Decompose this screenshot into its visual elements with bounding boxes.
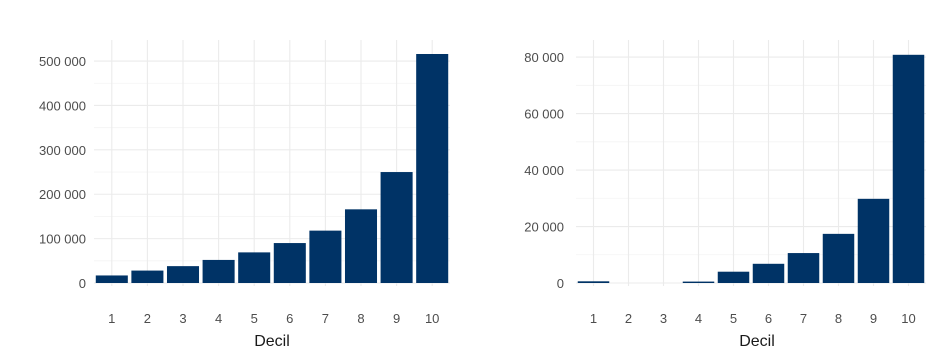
bar-decil-6	[273, 243, 306, 283]
chart-panel-1: 0 100 000 200 000 300 000 400 000 500 000 1 2 3 4…	[39, 40, 450, 350]
bar-decil-10	[416, 53, 449, 283]
x-tick-label: 2	[625, 311, 632, 326]
y-tick-label: 500 000	[39, 54, 86, 69]
x-tick-label: 9	[393, 311, 400, 326]
y-tick-label: 400 000	[39, 98, 86, 113]
bar-decil-6	[752, 263, 785, 283]
x-tick-label: 2	[144, 311, 151, 326]
x-tick-label: 10	[425, 311, 439, 326]
x-tick-label: 10	[901, 311, 915, 326]
bar-decil-2	[131, 270, 164, 283]
x-tick-label: 8	[357, 311, 364, 326]
bar-decil-8	[822, 233, 855, 283]
bar-decil-5	[238, 252, 271, 283]
y-tick-label: 0	[79, 276, 86, 291]
x-tick-label: 6	[765, 311, 772, 326]
bar-decil-4	[682, 281, 715, 283]
x-tick-label: 7	[800, 311, 807, 326]
y-tick-label: 100 000	[39, 232, 86, 247]
x-tick-label: 3	[660, 311, 667, 326]
x-tick-label: 8	[835, 311, 842, 326]
x-tick-label: 6	[286, 311, 293, 326]
bar-decil-3	[166, 266, 200, 283]
bar-decil-1	[577, 281, 610, 283]
bar-decil-10	[892, 54, 925, 284]
y-tick-label: 300 000	[39, 143, 86, 158]
x-tick-label: 1	[590, 311, 597, 326]
y-tick-label: 60 000	[524, 107, 564, 122]
x-axis-title: Decil	[739, 333, 775, 350]
y-tick-label: 20 000	[524, 220, 564, 235]
x-axis-title: Decil	[254, 333, 290, 350]
y-tick-label: 80 000	[524, 50, 564, 65]
bar-decil-9	[380, 172, 413, 283]
x-tick-label: 1	[108, 311, 115, 326]
bar-decil-7	[787, 253, 820, 283]
x-tick-label: 9	[870, 311, 877, 326]
y-tick-label: 200 000	[39, 187, 86, 202]
chart-panel-2: 0 20 000 40 000 60 000 80 000 1 2 3 4 5 6 7 8 9 10 Deci…	[524, 40, 926, 350]
bar-decil-9	[857, 198, 890, 283]
y-tick-label: 0	[557, 276, 564, 291]
x-tick-label: 5	[730, 311, 737, 326]
bar-decil-7	[309, 230, 342, 283]
bar-decil-8	[344, 209, 378, 283]
bar-decil-5	[717, 271, 750, 283]
x-tick-label: 5	[251, 311, 258, 326]
x-tick-label: 3	[179, 311, 186, 326]
bar-decil-1	[95, 275, 128, 283]
x-tick-label: 4	[215, 311, 222, 326]
y-tick-label: 40 000	[524, 163, 564, 178]
x-tick-label: 7	[322, 311, 329, 326]
bar-decil-4	[202, 259, 235, 283]
x-tick-label: 4	[695, 311, 702, 326]
